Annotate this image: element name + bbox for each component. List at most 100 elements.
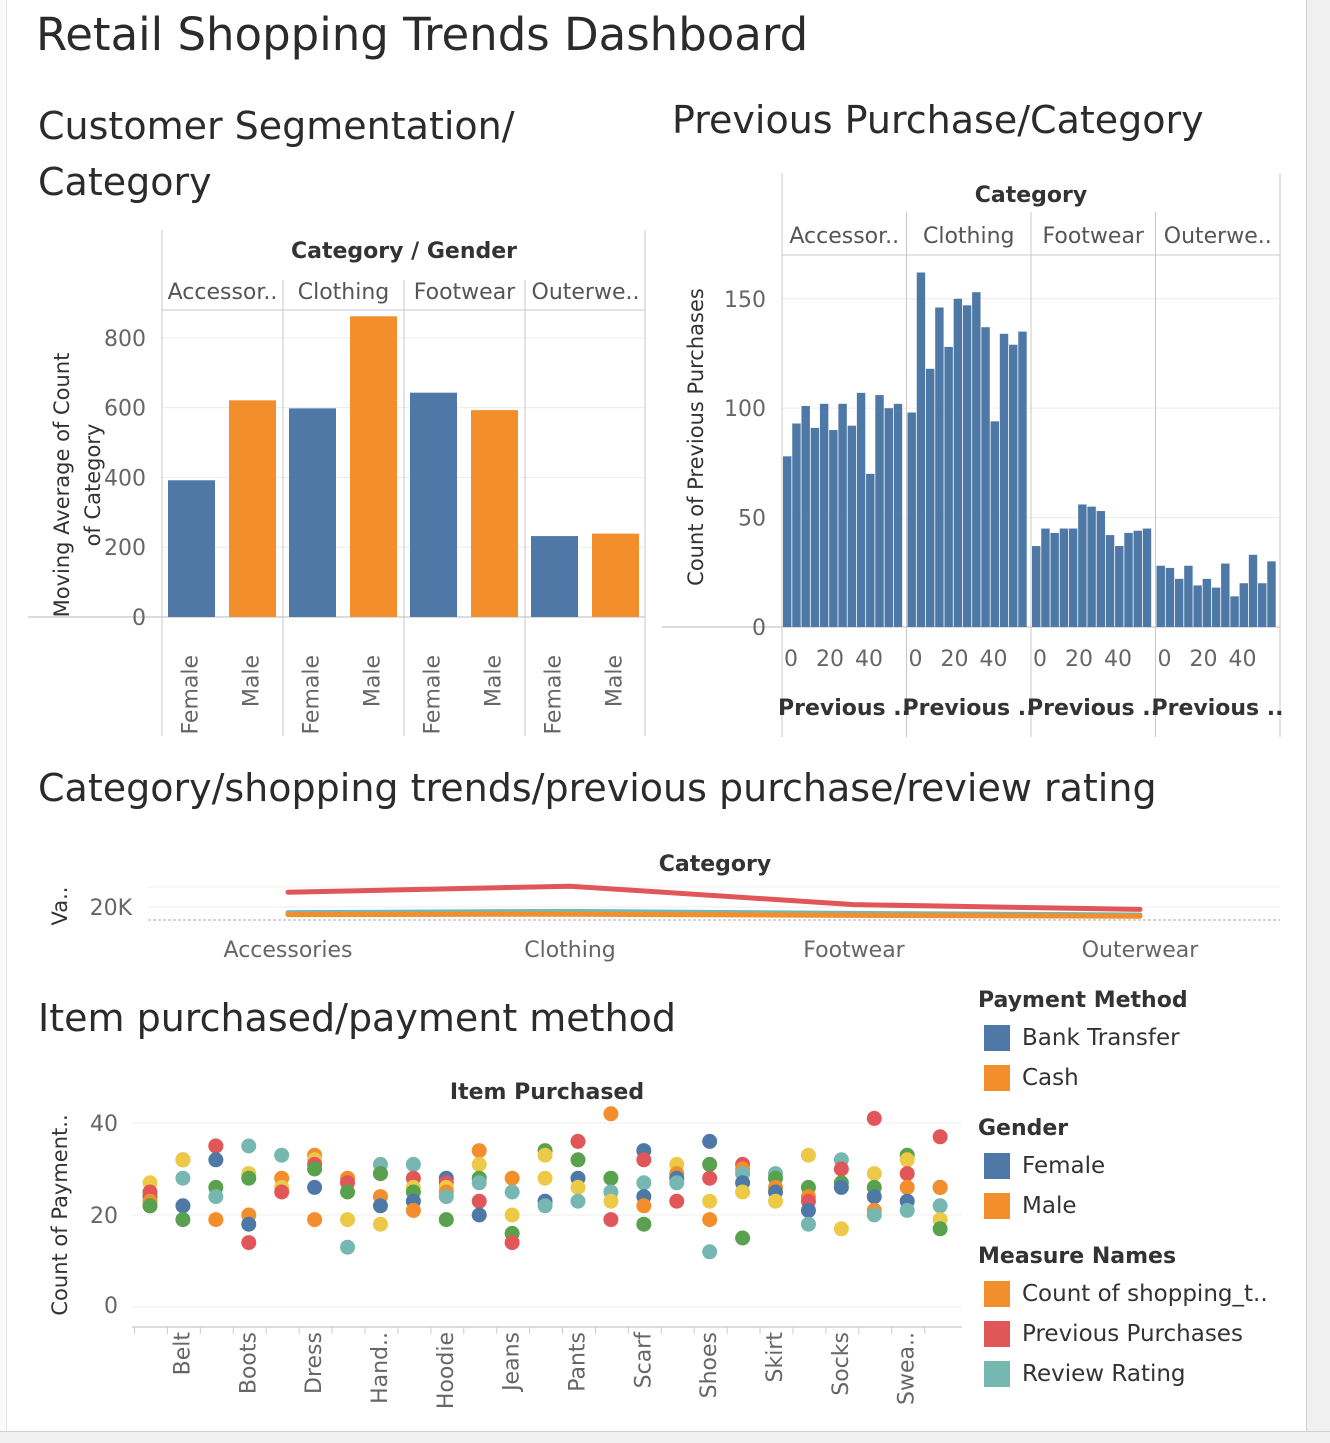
legend-item[interactable]: Review Rating [978, 1354, 1268, 1394]
histogram-bar [884, 408, 893, 627]
histogram-bar [1133, 530, 1142, 627]
histogram-bar [1041, 528, 1050, 627]
scatter-point [833, 1221, 849, 1237]
legend-item[interactable]: Male [978, 1186, 1268, 1226]
x-tick-label: Shoes [697, 1332, 722, 1398]
x-tick-label: Scarf [631, 1331, 656, 1389]
scatter-point [438, 1212, 454, 1228]
scatter-point [208, 1138, 224, 1154]
y-tick-label: 0 [104, 1294, 118, 1319]
legend-swatch [984, 1065, 1010, 1091]
scatter-point [866, 1189, 882, 1205]
x-tick-label: 20 [941, 647, 969, 672]
legend-item[interactable]: Cash [978, 1058, 1268, 1098]
histogram-bar [819, 403, 829, 627]
scatter-point [866, 1207, 882, 1223]
scatter-point [471, 1175, 487, 1191]
histogram-bar [1156, 565, 1165, 627]
scatter-point [142, 1198, 158, 1214]
scatter-point [307, 1212, 323, 1228]
scatter-point [932, 1129, 948, 1145]
x-tick-label: 0 [1158, 647, 1172, 672]
scatter-point [175, 1212, 191, 1228]
x-tick-label: 40 [980, 647, 1008, 672]
scatter-point [735, 1230, 751, 1246]
histogram-bar [1032, 546, 1041, 627]
scatter-point [636, 1216, 652, 1232]
scatter-point [340, 1239, 356, 1255]
scatter-point [405, 1156, 421, 1172]
histogram-bar [981, 327, 990, 627]
panel-label: Footwear [414, 280, 516, 305]
scatter-point [800, 1216, 816, 1232]
scatter-point [537, 1198, 553, 1214]
legend-item[interactable]: Bank Transfer [978, 1018, 1268, 1058]
legend-swatch [984, 1193, 1010, 1219]
x-tick-label: Pants [565, 1332, 590, 1392]
scatter-point [603, 1212, 619, 1228]
segmentation-bar-chart[interactable]: Category / Gender Accessor.. Female Male Clo… [0, 220, 650, 740]
histogram-bar [1087, 506, 1096, 627]
legend-label: Bank Transfer [1022, 1025, 1180, 1051]
scatter-point [932, 1198, 948, 1214]
legend-label: Count of shopping_t.. [1022, 1281, 1268, 1307]
histogram-bar [1068, 528, 1078, 627]
scatter-point [274, 1147, 290, 1163]
legend-item[interactable]: Count of shopping_t.. [978, 1274, 1268, 1314]
x-tick-label: 0 [909, 647, 923, 672]
scatter-point [800, 1147, 816, 1163]
scatter-point [340, 1184, 356, 1200]
scatter-point [471, 1193, 487, 1209]
scatter-point [768, 1193, 784, 1209]
x-tick-label: Hand.. [368, 1332, 393, 1404]
dashboard-title: Retail Shopping Trends Dashboard [36, 8, 809, 61]
histogram-bar [944, 346, 953, 627]
scatter-point [669, 1193, 685, 1209]
previous-purchase-histogram[interactable]: Category Accessor.. 0 20 40 Previous .. Clothi… [660, 170, 1310, 737]
y-tick-label: 150 [724, 288, 766, 313]
scatter-point [372, 1166, 388, 1182]
scrollbar-horizontal[interactable] [0, 1431, 1330, 1443]
scatter-point [636, 1175, 652, 1191]
scatter-point [866, 1110, 882, 1126]
x-tick-label: Hoodie [434, 1332, 459, 1409]
x-tick-label: Clothing [524, 938, 616, 963]
scatter-point [208, 1152, 224, 1168]
legend-group: Measure Names Count of shopping_t.. Previo… [978, 1240, 1268, 1394]
histogram-bar [893, 403, 903, 627]
histogram-bar [783, 456, 792, 627]
legend-item[interactable]: Female [978, 1146, 1268, 1186]
x-tick-label: Male [482, 655, 507, 707]
scatter-point [603, 1193, 619, 1209]
x-tick-label: Swea.. [895, 1332, 920, 1405]
scatter-point [866, 1166, 882, 1182]
scatter-point [932, 1221, 948, 1237]
histogram-bar [916, 272, 926, 627]
x-tick-label: Accessories [224, 938, 353, 963]
scatter-point [603, 1170, 619, 1186]
x-tick-label: Skirt [763, 1332, 788, 1383]
histogram-bar [953, 298, 963, 627]
scatter-point [241, 1138, 257, 1154]
histogram-bar [1239, 583, 1249, 627]
scatter-point [504, 1235, 520, 1251]
histogram-bar [1221, 563, 1230, 627]
scatter-point [471, 1207, 487, 1223]
scatter-point [175, 1170, 191, 1186]
histogram-bar [1267, 561, 1276, 627]
y-tick-label: 50 [738, 507, 766, 532]
scrollbar-vertical[interactable] [1306, 0, 1330, 1442]
x-tick-label: Female [179, 655, 204, 735]
x-tick-label: Female [300, 655, 325, 735]
legend-item[interactable]: Previous Purchases [978, 1314, 1268, 1354]
histogram-bar [1230, 596, 1239, 627]
category-trend-line-chart[interactable]: Category Accessories Clothing Footwear Outer… [0, 840, 1300, 970]
scatter-point [833, 1179, 849, 1195]
item-payment-scatter-chart[interactable]: Item Purchased Belt Boots Dress Hand.. Hoodie… [0, 1070, 962, 1430]
histogram-bar [1202, 578, 1212, 627]
legend-panel: Payment Method Bank Transfer Cash Gender Fem… [978, 984, 1268, 1408]
bar [410, 392, 457, 617]
scatter-point [471, 1143, 487, 1159]
y-tick-label: 600 [104, 397, 146, 422]
y-axis-label-line2: of Category [81, 424, 105, 547]
